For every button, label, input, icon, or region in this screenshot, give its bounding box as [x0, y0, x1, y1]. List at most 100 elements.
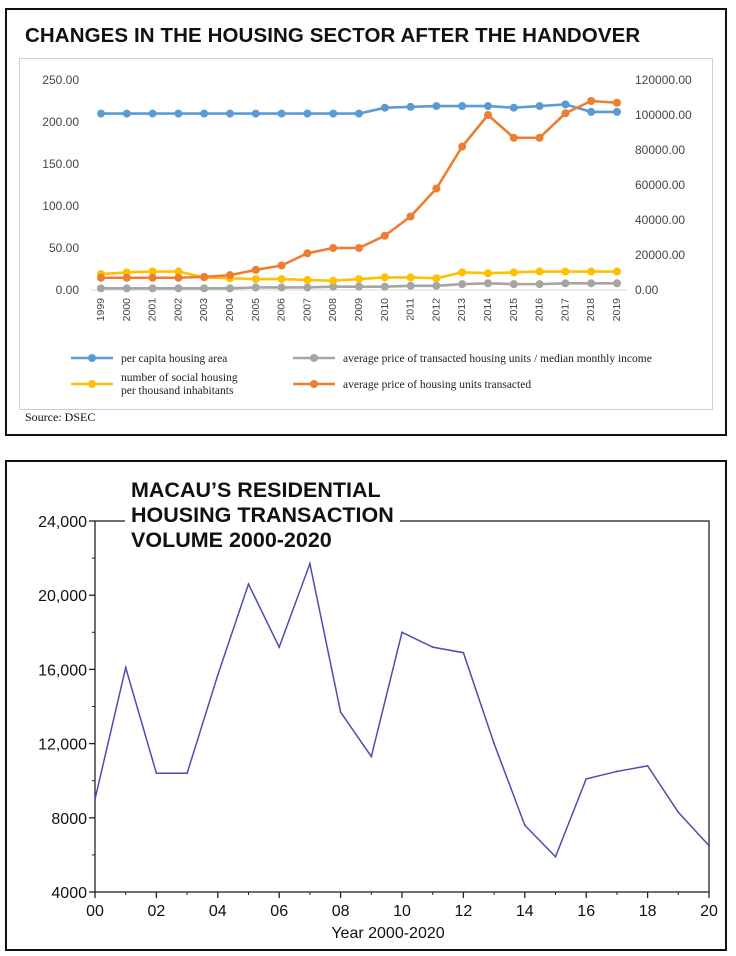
data-point [97, 284, 105, 293]
y-right-tick-label: 100000.00 [635, 108, 692, 122]
data-point [251, 283, 260, 292]
data-point [616, 770, 618, 773]
y-right-tick-label: 60000.00 [635, 178, 685, 192]
data-point [370, 755, 373, 758]
data-point [303, 109, 312, 118]
data-point [432, 102, 441, 111]
data-point [200, 272, 209, 281]
data-point [401, 631, 403, 634]
data-point [613, 98, 621, 107]
data-point [174, 109, 183, 118]
data-point [509, 268, 518, 277]
x-tick-label: 2014 [482, 298, 494, 322]
y-left-tick-label: 150.00 [42, 157, 79, 171]
x-tick-label: 2002 [172, 298, 184, 322]
data-point [462, 651, 465, 654]
data-point [458, 142, 467, 151]
legend-label: per capita housing area [121, 353, 227, 365]
y-tick-label: 4000 [51, 885, 87, 902]
data-point [200, 109, 209, 118]
legend-label: average price of housing units transacte… [343, 379, 531, 391]
data-point [523, 824, 526, 827]
data-point [380, 103, 389, 112]
y-left-tick-label: 50.00 [49, 241, 79, 255]
data-point [155, 772, 158, 775]
data-point [432, 281, 441, 290]
data-point [355, 109, 363, 118]
x-tick-label: 2003 [198, 298, 210, 322]
x-tick-label: 2018 [585, 298, 597, 322]
x-tick-label: 18 [639, 903, 657, 920]
data-point [226, 284, 234, 293]
data-point [303, 275, 312, 284]
data-point [247, 583, 250, 585]
data-point [97, 109, 105, 118]
data-point [97, 273, 105, 282]
x-tick-label: 16 [577, 903, 595, 920]
data-point [535, 267, 544, 276]
chart-title: MACAU’S RESIDENTIAL HOUSING TRANSACTION … [125, 476, 400, 553]
y-left-tick-label: 0.00 [56, 283, 80, 297]
plot-frame [94, 520, 710, 893]
data-point [380, 273, 389, 282]
data-point [251, 275, 260, 284]
data-point [535, 133, 544, 142]
chart-frame [19, 58, 713, 410]
y-tick-label: 16,000 [38, 662, 87, 679]
x-tick-label: 12 [455, 903, 473, 920]
x-axis-label: Year 2000-2020 [331, 925, 444, 942]
y-tick-label: 20,000 [38, 588, 87, 605]
y-tick-label: 24,000 [38, 514, 87, 531]
data-point [303, 249, 312, 258]
x-tick-label: 2001 [147, 298, 159, 322]
data-point [484, 111, 492, 119]
x-tick-label: 2011 [405, 298, 417, 321]
y-left-tick-label: 100.00 [42, 199, 79, 213]
data-point [458, 268, 467, 277]
x-tick-label: 2013 [456, 298, 468, 322]
data-point [216, 674, 219, 676]
data-point [277, 283, 286, 292]
data-point [355, 244, 363, 252]
data-point [458, 280, 467, 289]
legend-swatch-marker [310, 354, 318, 362]
x-tick-label: 2006 [276, 298, 288, 322]
data-point [226, 109, 234, 118]
data-point [148, 284, 157, 293]
data-point [646, 764, 649, 767]
y-left-tick-label: 250.00 [42, 73, 79, 87]
data-point [587, 267, 596, 276]
legend-label: average price of transacted housing unit… [343, 353, 652, 365]
data-point [708, 844, 710, 847]
chart-title-line: VOLUME 2000-2020 [131, 528, 332, 552]
data-point [561, 279, 570, 288]
data-point [94, 798, 96, 801]
data-point [458, 102, 467, 111]
data-point [148, 109, 157, 118]
data-point [587, 107, 596, 116]
data-point [122, 273, 131, 282]
data-point [148, 267, 157, 276]
data-point [186, 772, 189, 775]
data-point [148, 273, 157, 282]
data-point [613, 267, 621, 276]
data-point [251, 265, 260, 274]
data-point [380, 231, 389, 240]
data-point [122, 284, 131, 293]
legend-label: per thousand inhabitants [121, 385, 234, 397]
data-point [355, 282, 363, 291]
data-point [431, 646, 434, 649]
data-point [561, 109, 570, 118]
data-point [509, 280, 518, 289]
data-point [406, 273, 415, 282]
data-point [613, 107, 621, 116]
data-point [561, 100, 570, 109]
data-point [493, 742, 495, 745]
data-point [355, 275, 363, 284]
data-point [174, 284, 183, 293]
x-tick-label: 00 [86, 903, 104, 920]
data-point [380, 282, 389, 291]
data-point [309, 562, 311, 565]
data-point [277, 275, 286, 284]
data-point [535, 280, 544, 289]
